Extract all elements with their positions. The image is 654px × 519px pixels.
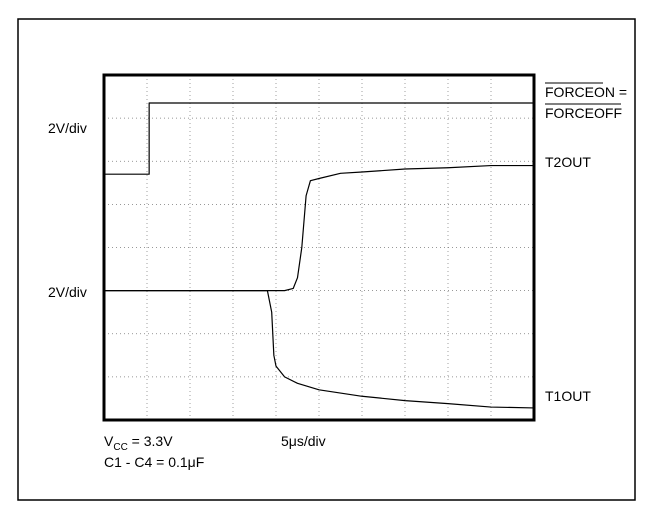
vcc-v: V	[104, 433, 114, 449]
trace-t1out	[104, 290, 535, 409]
legend-force-signal: FORCEON = FORCEOFF	[545, 82, 627, 121]
vcc-value: = 3.3V	[128, 433, 173, 449]
grid	[104, 75, 534, 420]
legend-forceon-label: FORCEON =	[545, 84, 627, 100]
traces	[104, 102, 535, 409]
plot-area	[102, 73, 536, 422]
legend-t1out-label: T1OUT	[545, 388, 591, 404]
y-scale-label-lower: 2V/div	[48, 284, 87, 300]
capacitor-condition: C1 - C4 = 0.1μF	[104, 454, 204, 470]
vcc-subscript: CC	[113, 442, 127, 453]
legend-t2out-label: T2OUT	[545, 154, 591, 170]
vcc-condition: VCC = 3.3V	[104, 433, 173, 453]
legend-forceoff-label: FORCEOFF	[545, 105, 622, 121]
trace-force-signal	[104, 102, 534, 175]
figure-frame	[17, 18, 636, 501]
y-scale-label-upper: 2V/div	[48, 120, 87, 136]
x-scale-label: 5μs/div	[281, 433, 326, 449]
plot-border	[102, 73, 536, 422]
trace-t2out	[104, 164, 534, 292]
